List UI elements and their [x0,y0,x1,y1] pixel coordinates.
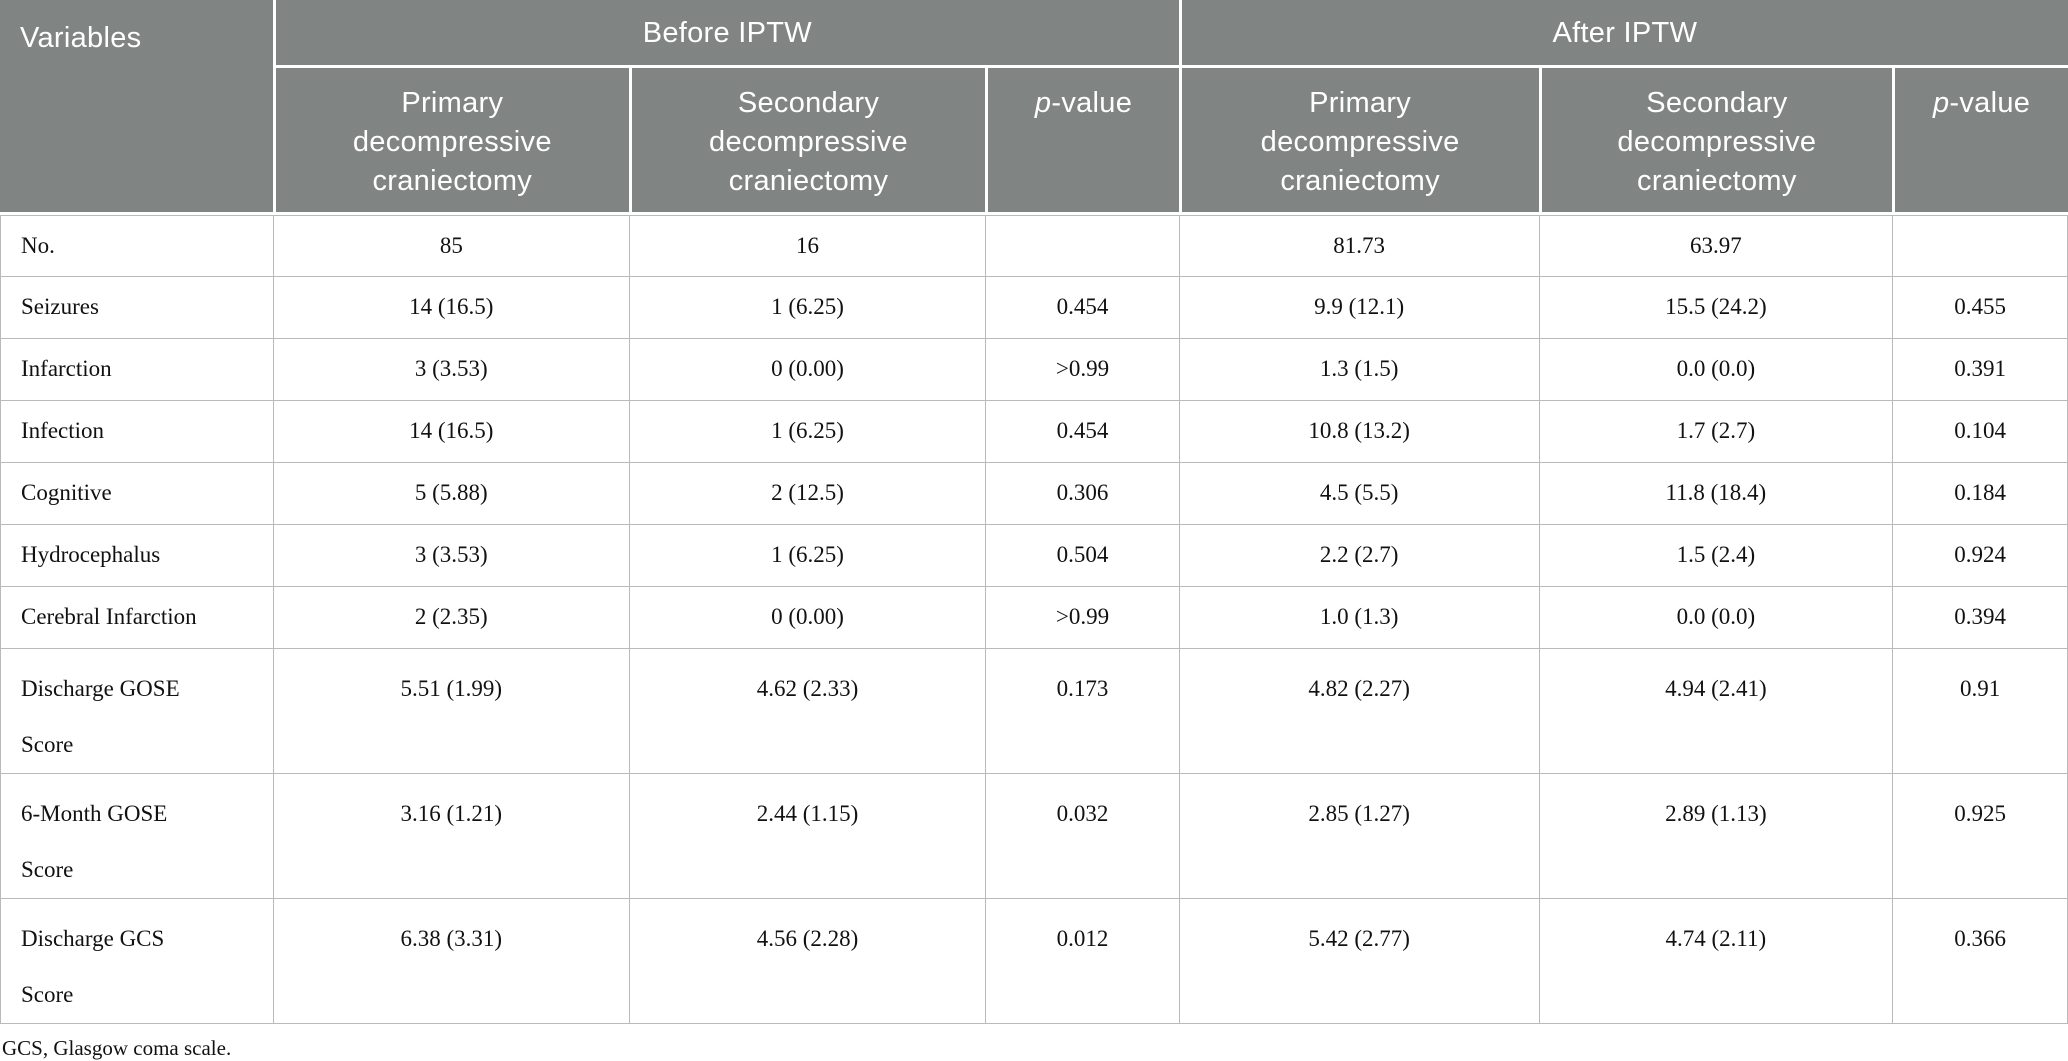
value-cell [985,215,1179,277]
value-cell: 0.454 [985,401,1179,463]
before-secondary-dc-header: Secondary decompressive craniectomy [628,68,986,215]
value-cell: 2.89 (1.13) [1538,774,1893,899]
value-cell: 4.5 (5.5) [1178,463,1539,525]
value-cell: 3.16 (1.21) [272,774,629,899]
value-cell: 16 [628,215,986,277]
row-label-cell: Discharge GCS Score [0,899,273,1024]
p-value-label-italic: p [1034,87,1052,119]
after-p-value-header: p-value [1892,68,2068,215]
variables-column-header: Variables [0,0,273,215]
row-label-cell: Cerebral Infarction [0,587,273,649]
value-cell: 0 (0.00) [628,339,986,401]
value-cell: 3 (3.53) [272,525,629,587]
value-cell: 0.032 [985,774,1179,899]
value-cell: 2.2 (2.7) [1178,525,1539,587]
table-row: 6-Month GOSE Score 3.16 (1.21) 2.44 (1.1… [0,774,2068,899]
table-row: Discharge GCS Score 6.38 (3.31) 4.56 (2.… [0,899,2068,1024]
group-header-row: Variables Before IPTW After IPTW [0,0,2068,215]
sub-header-row: Primary decompressive craniectomy Second… [0,68,2068,215]
value-cell: 0.925 [1892,774,2068,899]
value-cell: 4.56 (2.28) [628,899,986,1024]
value-cell: 1.3 (1.5) [1178,339,1539,401]
value-cell: 0.454 [985,277,1179,339]
row-label-cell: 6-Month GOSE Score [0,774,273,899]
value-cell: 0.91 [1892,649,2068,774]
row-label-cell: Cognitive [0,463,273,525]
value-cell: 2 (12.5) [628,463,986,525]
value-cell: 0.012 [985,899,1179,1024]
value-cell: 81.73 [1178,215,1539,277]
p-value-label-rest: -value [1949,87,2031,119]
table-row: Seizures 14 (16.5) 1 (6.25) 0.454 9.9 (1… [0,277,2068,339]
table-row: No. 85 16 81.73 63.97 [0,215,2068,277]
value-cell [1892,215,2068,277]
value-cell: 4.82 (2.27) [1178,649,1539,774]
table-row: Discharge GOSE Score 5.51 (1.99) 4.62 (2… [0,649,2068,774]
value-cell: 6.38 (3.31) [272,899,629,1024]
value-cell: 1 (6.25) [628,525,986,587]
value-cell: 14 (16.5) [272,401,629,463]
value-cell: 0.173 [985,649,1179,774]
value-cell: 1.0 (1.3) [1178,587,1539,649]
value-cell: 4.62 (2.33) [628,649,986,774]
value-cell: 85 [272,215,629,277]
before-p-value-header: p-value [985,68,1179,215]
value-cell: 3 (3.53) [272,339,629,401]
value-cell: 5.51 (1.99) [272,649,629,774]
value-cell: 2.85 (1.27) [1178,774,1539,899]
value-cell: >0.99 [985,339,1179,401]
value-cell: 1.5 (2.4) [1538,525,1893,587]
table-header: Variables Before IPTW After IPTW Primary… [0,0,2068,215]
before-iptw-group-header: Before IPTW [272,0,1179,68]
outcomes-comparison-table: Variables Before IPTW After IPTW Primary… [0,0,2068,1024]
value-cell: 0.0 (0.0) [1538,587,1893,649]
before-primary-dc-header: Primary decompressive craniectomy [272,68,629,215]
table-row: Hydrocephalus 3 (3.53) 1 (6.25) 0.504 2.… [0,525,2068,587]
value-cell: 0.394 [1892,587,2068,649]
value-cell: 0.504 [985,525,1179,587]
value-cell: 10.8 (13.2) [1178,401,1539,463]
value-cell: 4.74 (2.11) [1538,899,1893,1024]
row-label-cell: Hydrocephalus [0,525,273,587]
value-cell: 0.306 [985,463,1179,525]
p-value-label-italic: p [1932,87,1950,119]
table-row: Cerebral Infarction 2 (2.35) 0 (0.00) >0… [0,587,2068,649]
value-cell: 0.104 [1892,401,2068,463]
value-cell: 5 (5.88) [272,463,629,525]
p-value-label-rest: -value [1051,87,1133,119]
table-row: Cognitive 5 (5.88) 2 (12.5) 0.306 4.5 (5… [0,463,2068,525]
value-cell: 5.42 (2.77) [1178,899,1539,1024]
value-cell: 4.94 (2.41) [1538,649,1893,774]
value-cell: 1 (6.25) [628,277,986,339]
value-cell: 0.184 [1892,463,2068,525]
table-row: Infarction 3 (3.53) 0 (0.00) >0.99 1.3 (… [0,339,2068,401]
value-cell: 9.9 (12.1) [1178,277,1539,339]
table-row: Infection 14 (16.5) 1 (6.25) 0.454 10.8 … [0,401,2068,463]
value-cell: 0.455 [1892,277,2068,339]
value-cell: 1.7 (2.7) [1538,401,1893,463]
row-label-cell: Infarction [0,339,273,401]
value-cell: 63.97 [1538,215,1893,277]
value-cell: 0.924 [1892,525,2068,587]
after-iptw-group-header: After IPTW [1178,0,2068,68]
value-cell: 0 (0.00) [628,587,986,649]
row-label-cell: Infection [0,401,273,463]
row-label-cell: Discharge GOSE Score [0,649,273,774]
row-label-cell: Seizures [0,277,273,339]
value-cell: 11.8 (18.4) [1538,463,1893,525]
value-cell: 2.44 (1.15) [628,774,986,899]
row-label-cell: No. [0,215,273,277]
value-cell: 14 (16.5) [272,277,629,339]
value-cell: 0.0 (0.0) [1538,339,1893,401]
after-secondary-dc-header: Secondary decompressive craniectomy [1538,68,1893,215]
value-cell: 2 (2.35) [272,587,629,649]
table-body: No. 85 16 81.73 63.97 Seizures 14 (16.5)… [0,215,2068,1024]
value-cell: 0.391 [1892,339,2068,401]
value-cell: 1 (6.25) [628,401,986,463]
value-cell: 15.5 (24.2) [1538,277,1893,339]
value-cell: >0.99 [985,587,1179,649]
after-primary-dc-header: Primary decompressive craniectomy [1178,68,1539,215]
value-cell: 0.366 [1892,899,2068,1024]
